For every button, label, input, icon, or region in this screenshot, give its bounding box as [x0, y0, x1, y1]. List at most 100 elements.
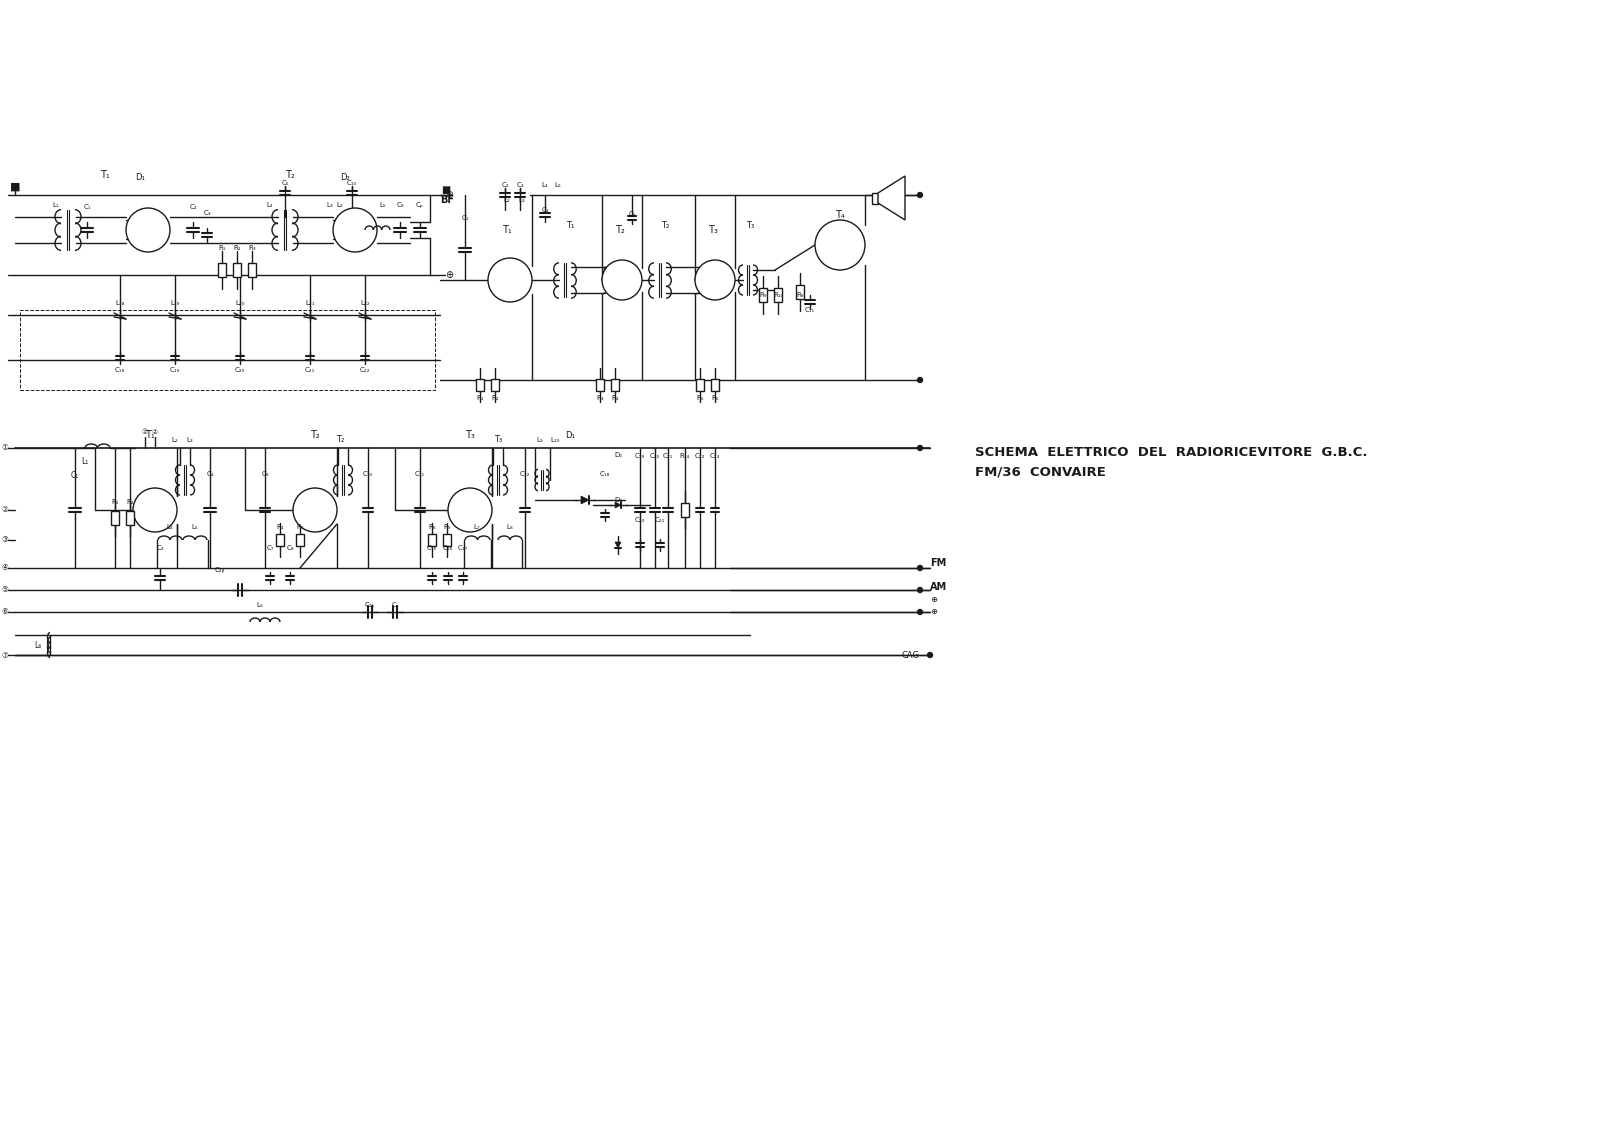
Text: T₂: T₂ — [336, 435, 344, 444]
Text: T₂: T₂ — [310, 430, 320, 440]
Text: R₃: R₃ — [597, 395, 603, 402]
Text: C₅: C₅ — [629, 211, 635, 217]
Text: L₂₀: L₂₀ — [235, 300, 245, 307]
Text: R₂: R₂ — [234, 245, 242, 251]
Circle shape — [917, 446, 923, 450]
Text: T₃: T₃ — [466, 430, 475, 440]
Text: ⑦: ⑦ — [2, 650, 8, 659]
Polygon shape — [878, 176, 906, 221]
Circle shape — [448, 487, 493, 532]
Bar — [429, 534, 435, 546]
Text: T₁: T₁ — [146, 430, 155, 440]
Text: C₂₀: C₂₀ — [650, 454, 661, 459]
Bar — [872, 193, 878, 204]
Text: AM: AM — [930, 582, 947, 592]
Text: C₁₈: C₁₈ — [115, 366, 125, 373]
Text: T₂: T₂ — [285, 170, 294, 180]
Text: C₂₁: C₂₁ — [662, 454, 674, 459]
Text: L₄: L₄ — [542, 182, 549, 188]
Text: L₃: L₃ — [518, 197, 525, 202]
Circle shape — [917, 192, 923, 198]
Text: R₂: R₂ — [491, 395, 499, 402]
Bar — [797, 285, 805, 299]
Text: L₂: L₂ — [171, 437, 178, 443]
Text: L₅: L₅ — [555, 182, 562, 188]
Text: L₈: L₈ — [507, 524, 514, 530]
Text: ⊕: ⊕ — [445, 190, 453, 200]
Text: R₁₀: R₁₀ — [773, 292, 782, 297]
Bar — [758, 288, 766, 302]
Text: ■: ■ — [442, 185, 451, 195]
Bar — [682, 503, 690, 517]
Text: C₅: C₅ — [282, 180, 290, 185]
Bar — [710, 379, 718, 391]
Text: C₁₀: C₁₀ — [363, 470, 373, 477]
Text: ②: ② — [2, 506, 8, 515]
Text: L₄: L₄ — [267, 202, 274, 208]
Bar — [477, 379, 483, 391]
Text: D₂: D₂ — [341, 173, 350, 182]
Bar — [774, 288, 782, 302]
Text: L₂: L₂ — [504, 197, 510, 202]
Text: T₃: T₃ — [494, 435, 502, 444]
Text: SCHEMA  ELETTRICO  DEL  RADIORICEVITORE  G.B.C.: SCHEMA ELETTRICO DEL RADIORICEVITORE G.B… — [974, 447, 1368, 459]
Text: C₄: C₄ — [206, 470, 214, 477]
Bar — [19, 310, 435, 390]
Text: L₃: L₃ — [187, 437, 194, 443]
Text: R₅: R₅ — [296, 524, 304, 530]
Circle shape — [133, 487, 178, 532]
Text: R₁: R₁ — [112, 499, 118, 506]
Text: CAG: CAG — [902, 650, 920, 659]
Text: L₂₂: L₂₂ — [360, 300, 370, 307]
Text: L₁: L₁ — [82, 458, 88, 466]
Polygon shape — [614, 502, 621, 508]
Text: R₈: R₈ — [797, 292, 803, 297]
Text: L₁: L₁ — [53, 202, 59, 208]
Text: T₄: T₄ — [835, 210, 845, 221]
Text: R₅: R₅ — [696, 395, 704, 402]
Text: ①: ① — [142, 429, 149, 435]
Text: L₅: L₅ — [192, 524, 198, 530]
Circle shape — [293, 487, 338, 532]
Text: C₂₂: C₂₂ — [360, 366, 370, 373]
Polygon shape — [581, 497, 589, 504]
Text: R₉: R₉ — [443, 524, 451, 530]
Bar — [248, 264, 256, 277]
Text: C₄: C₄ — [541, 207, 549, 213]
Text: C₂ₕ: C₂ₕ — [365, 602, 376, 608]
Circle shape — [488, 258, 531, 302]
Text: FM/36  CONVAIRE: FM/36 CONVAIRE — [974, 466, 1106, 478]
Text: T₂: T₂ — [661, 222, 669, 231]
Text: L₁₉: L₁₉ — [170, 300, 179, 307]
Text: D₂: D₂ — [614, 452, 622, 458]
Text: ⑤: ⑤ — [2, 586, 8, 595]
Bar — [595, 379, 605, 391]
Text: C₁₉: C₁₉ — [170, 366, 181, 373]
Text: L₁₈: L₁₈ — [115, 300, 125, 307]
Text: C₂₂: C₂₂ — [694, 454, 706, 459]
Text: ⊕: ⊕ — [930, 607, 938, 616]
Bar — [126, 511, 134, 525]
Text: L₃: L₃ — [326, 202, 333, 208]
Text: ④: ④ — [2, 563, 8, 572]
Bar — [696, 379, 704, 391]
Bar — [110, 511, 118, 525]
Circle shape — [928, 653, 933, 657]
Bar — [491, 379, 499, 391]
Circle shape — [814, 221, 866, 270]
Bar — [277, 534, 285, 546]
Text: R₄: R₄ — [277, 524, 283, 530]
Text: C₇: C₇ — [266, 545, 274, 551]
Text: L₁₀: L₁₀ — [550, 437, 560, 443]
Circle shape — [694, 260, 734, 300]
Circle shape — [917, 610, 923, 614]
Circle shape — [602, 260, 642, 300]
Text: C₁: C₁ — [83, 204, 91, 210]
Text: C₁: C₁ — [70, 470, 78, 480]
Text: C₉: C₉ — [397, 202, 403, 208]
Text: ②: ② — [152, 429, 158, 435]
Text: R₈: R₈ — [429, 524, 435, 530]
Text: T₁: T₁ — [101, 170, 110, 180]
Text: ■: ■ — [10, 182, 21, 192]
Text: D₁: D₁ — [565, 431, 574, 440]
